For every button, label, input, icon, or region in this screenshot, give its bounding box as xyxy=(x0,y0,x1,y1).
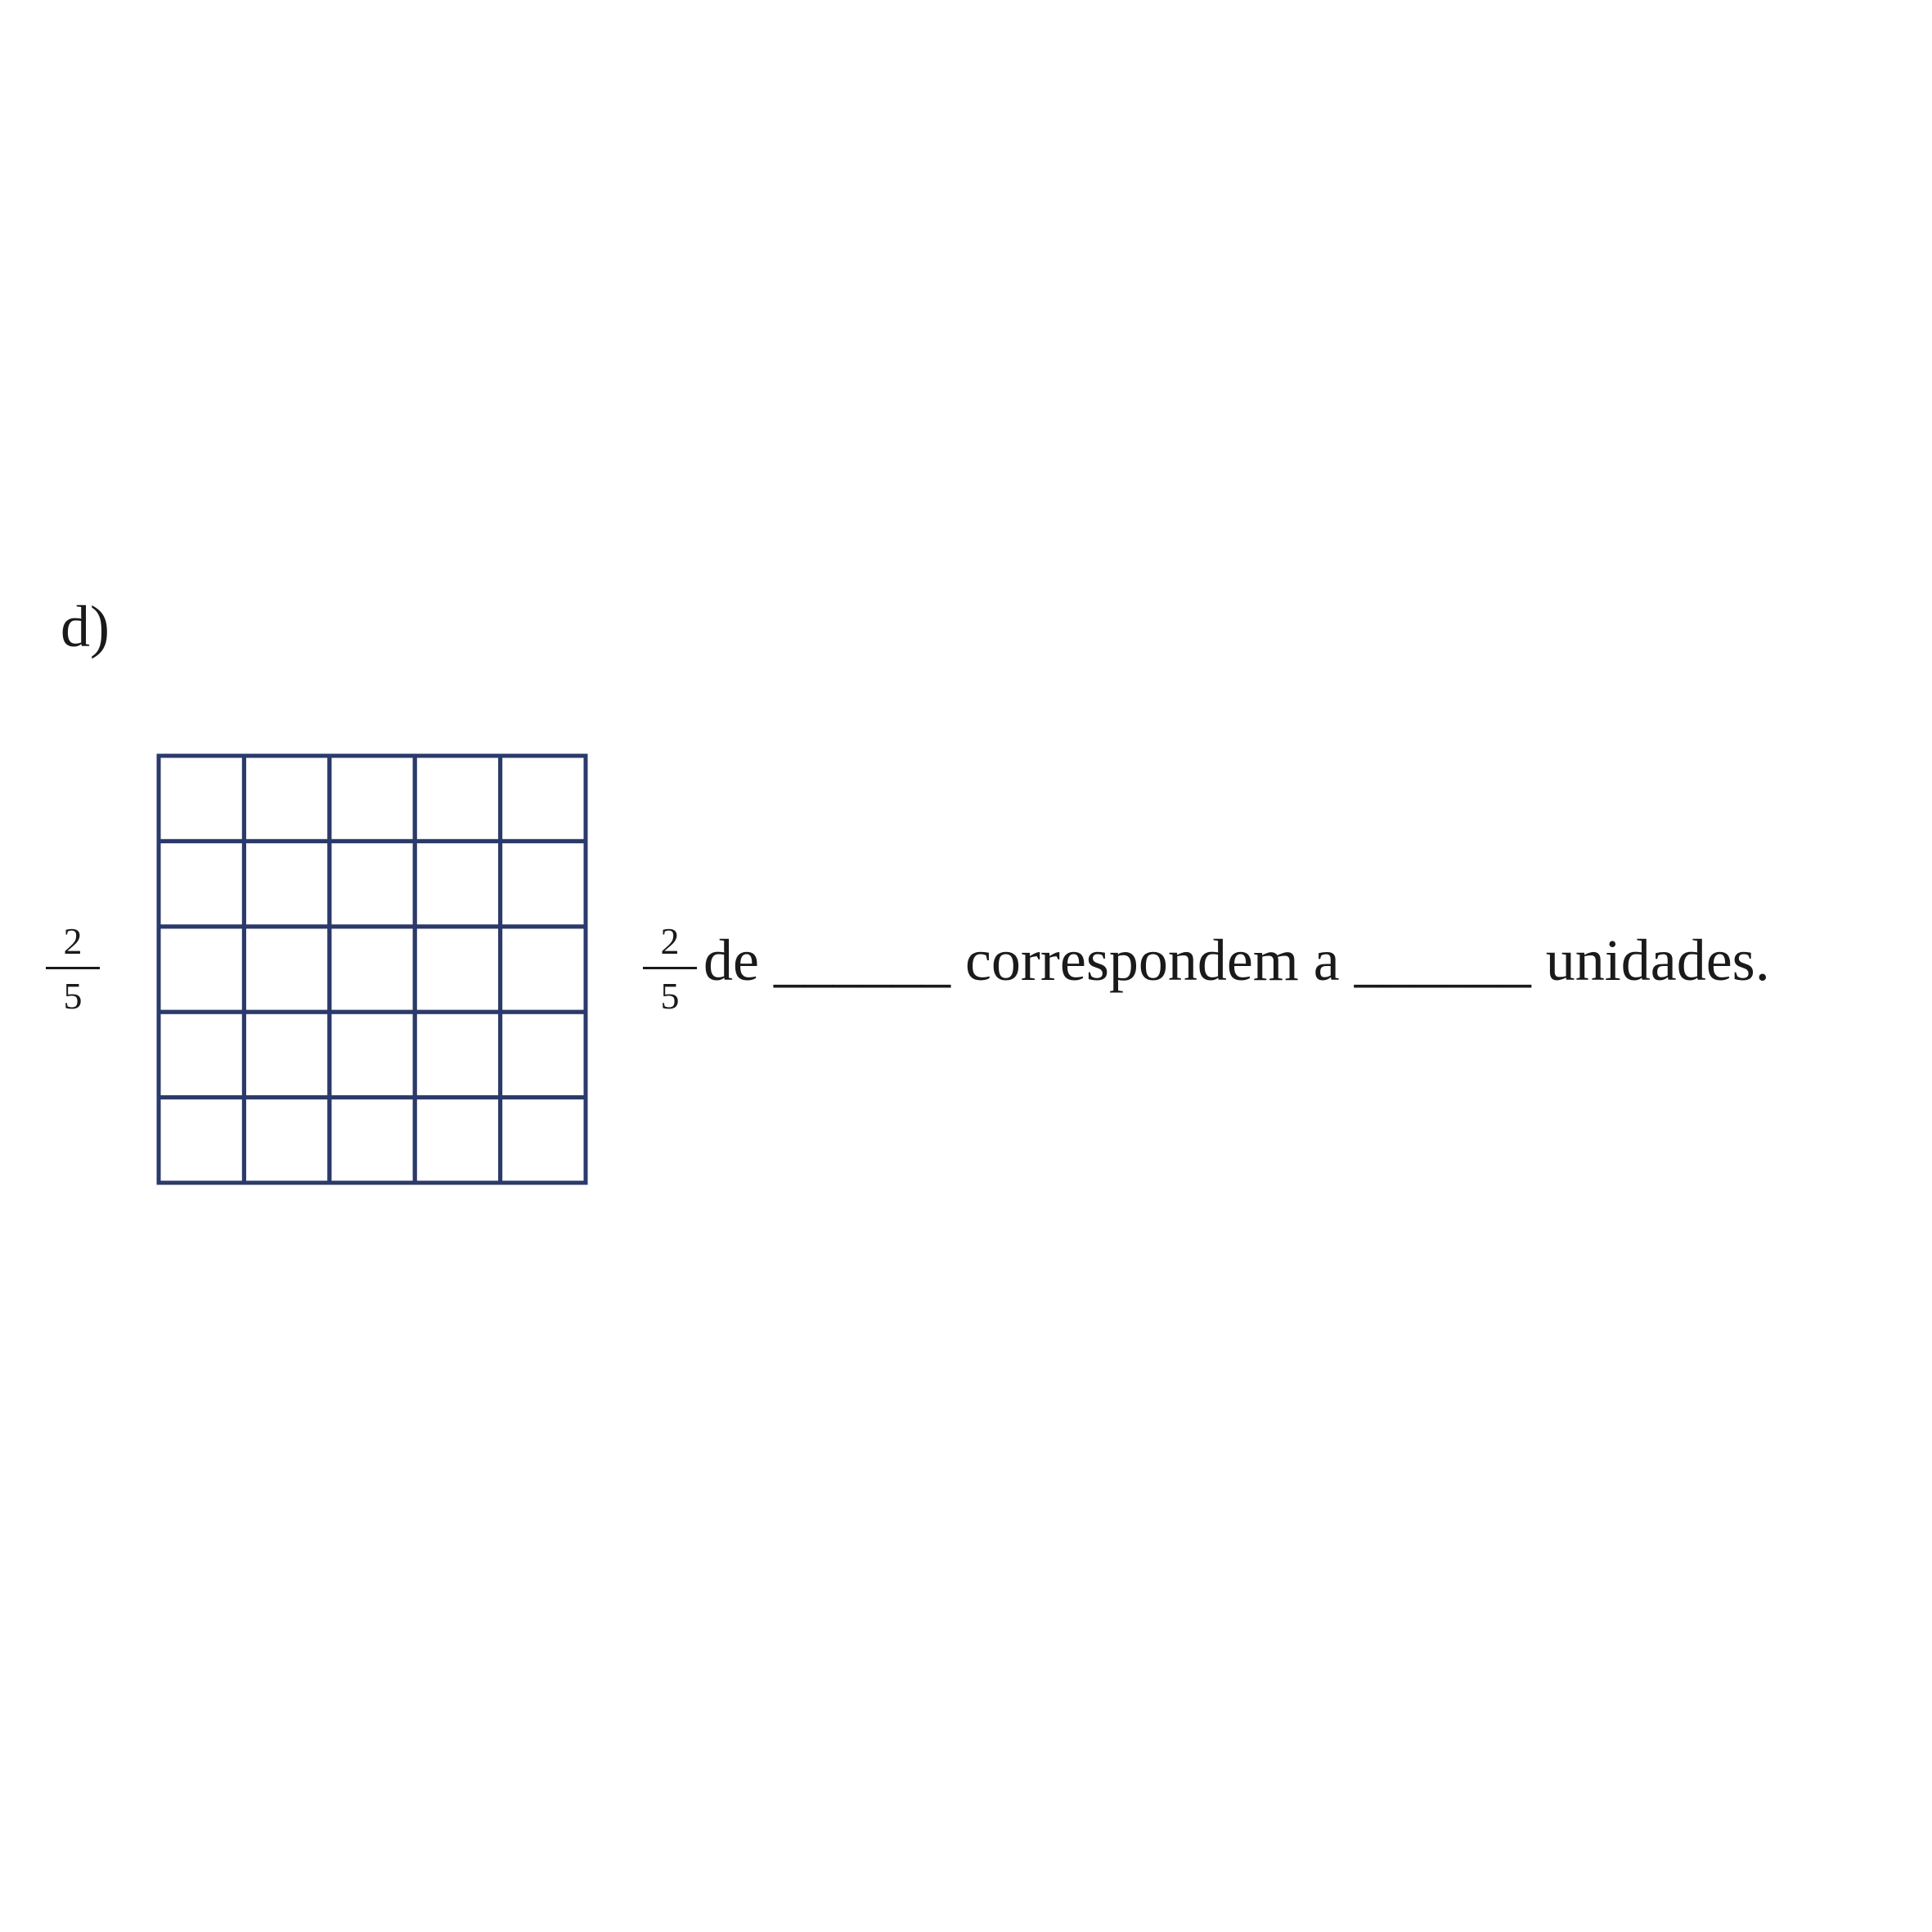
grid-cell xyxy=(241,1095,332,1185)
grid-cell xyxy=(241,838,332,929)
left-fraction-denominator: 5 xyxy=(63,975,83,1017)
grid-cell xyxy=(327,924,417,1014)
grid-cell xyxy=(156,1095,246,1185)
grid-cell xyxy=(156,924,246,1014)
grid-cell xyxy=(327,1009,417,1100)
grid-cell xyxy=(412,1095,503,1185)
grid-cell xyxy=(241,924,332,1014)
grid-cell xyxy=(498,838,588,929)
grid-cell xyxy=(412,753,503,843)
sentence-fraction-denominator: 5 xyxy=(660,975,680,1017)
grid-cell xyxy=(156,1009,246,1100)
left-fraction-numerator: 2 xyxy=(63,920,83,962)
grid-cell xyxy=(412,924,503,1014)
grid-cell xyxy=(327,1095,417,1185)
grid-cell xyxy=(327,753,417,843)
grid-cell xyxy=(412,1009,503,1100)
grid-cell xyxy=(412,838,503,929)
sentence-fraction: 2 5 xyxy=(643,923,697,1015)
sentence-fraction-numerator: 2 xyxy=(660,920,680,962)
item-label: d) xyxy=(61,594,110,659)
grid-svg xyxy=(156,753,588,1185)
sentence-fraction-bar xyxy=(643,967,697,969)
grid-cell xyxy=(156,838,246,929)
grid-cell xyxy=(498,1095,588,1185)
grid-cell xyxy=(498,1009,588,1100)
grid-cell xyxy=(327,838,417,929)
grid-cell xyxy=(498,753,588,843)
square-grid xyxy=(156,753,588,1185)
grid-cell xyxy=(241,1009,332,1100)
grid-cell xyxy=(241,753,332,843)
question-sentence: 2 5 de ______ correspondem a ______ unid… xyxy=(643,923,1770,1029)
left-fraction: 2 5 xyxy=(46,923,100,1015)
sentence-text: de ______ correspondem a ______ unidades… xyxy=(703,928,1770,993)
grid-cell xyxy=(498,924,588,1014)
grid-cell xyxy=(156,753,246,843)
left-fraction-bar xyxy=(46,967,100,969)
